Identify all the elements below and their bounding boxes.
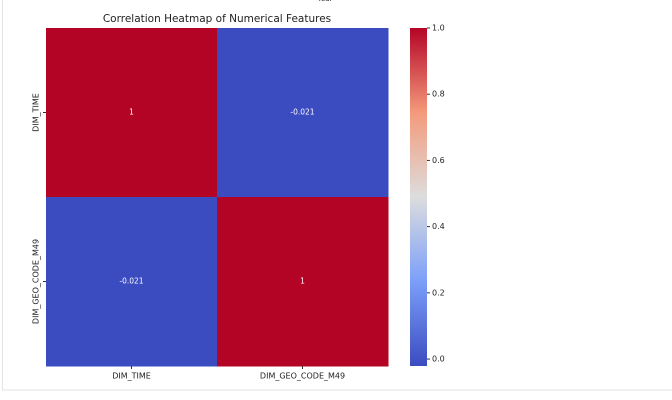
colorbar-tick-label: 0.6 bbox=[432, 156, 445, 165]
heatmap-cell bbox=[217, 28, 389, 198]
x-tick-label: DIM_GEO_CODE_M49 bbox=[260, 372, 345, 381]
heatmap-cell bbox=[46, 28, 218, 198]
cell-label: 1 bbox=[129, 108, 134, 117]
colorbar bbox=[410, 28, 427, 366]
colorbar-tick-label: 0.8 bbox=[432, 90, 445, 99]
y-tick-label: DIM_GEO_CODE_M49 bbox=[32, 239, 41, 324]
colorbar-tick-label: 0.4 bbox=[432, 222, 445, 231]
cell-label: 1 bbox=[300, 277, 305, 286]
colorbar-tick-label: 0.0 bbox=[432, 355, 445, 364]
clipped-label: Year bbox=[317, 0, 333, 3]
colorbar-tick-label: 1.0 bbox=[432, 24, 445, 33]
y-tick-label: DIM_TIME bbox=[32, 93, 41, 132]
output-frame bbox=[2, 0, 672, 391]
chart-title: Correlation Heatmap of Numerical Feature… bbox=[103, 13, 331, 25]
heatmap-cell bbox=[46, 197, 218, 367]
heatmap-cell bbox=[217, 197, 389, 367]
x-tick-label: DIM_TIME bbox=[112, 372, 151, 381]
colorbar-tick-label: 0.2 bbox=[432, 288, 445, 297]
cell-label: -0.021 bbox=[290, 108, 314, 117]
cell-label: -0.021 bbox=[119, 277, 143, 286]
